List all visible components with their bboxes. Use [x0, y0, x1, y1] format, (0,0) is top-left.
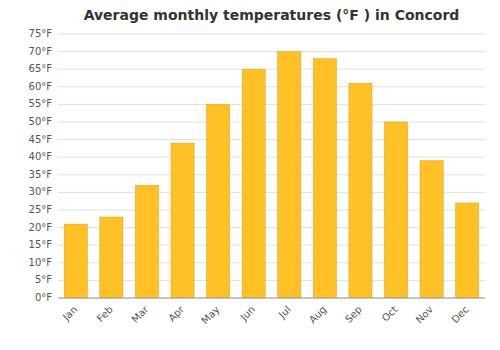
x-tick-label: Feb	[95, 304, 115, 324]
y-tick-label: 40°F	[29, 151, 53, 162]
y-tick-label: 45°F	[29, 134, 53, 145]
x-axis: Jan Feb Mar Apr May Jun Jul Aug Sep Oct Nov Dec	[60, 303, 471, 326]
grid-line	[58, 34, 485, 35]
bar	[171, 143, 194, 298]
grid-line	[58, 122, 485, 123]
bar	[313, 59, 336, 298]
x-tick-label: Jan	[60, 304, 79, 323]
y-tick-label: 75°F	[29, 28, 53, 39]
x-tick-label: Mar	[129, 303, 151, 325]
y-tick-label: 5°F	[35, 274, 52, 285]
bar	[242, 69, 265, 298]
title: Average monthly temperatures (°F ) in Co…	[84, 7, 460, 23]
y-tick-label: 50°F	[29, 116, 53, 127]
y-tick-label: 0°F	[35, 292, 52, 303]
y-axis: 0°F 5°F 10°F 15°F 20°F 25°F 30°F 35°F 40°F 45°F 50…	[29, 28, 485, 303]
grid-line	[58, 51, 485, 52]
grid-line	[58, 86, 485, 87]
grid-line	[58, 139, 485, 140]
grid-line	[58, 298, 485, 299]
bar	[278, 52, 301, 298]
bar	[349, 83, 372, 298]
grid-line	[58, 69, 485, 70]
y-tick-label: 20°F	[29, 222, 53, 233]
x-tick-label: Aug	[307, 304, 329, 326]
grid-line	[58, 104, 485, 105]
chart: Average monthly temperatures (°F ) in Co…	[0, 0, 500, 350]
x-tick-label: Nov	[414, 304, 436, 326]
bar	[64, 224, 87, 298]
y-tick-label: 30°F	[29, 186, 53, 197]
bar	[135, 185, 158, 298]
y-tick-label: 55°F	[29, 98, 53, 109]
x-tick-label: Dec	[449, 304, 470, 325]
y-tick-label: 10°F	[29, 257, 53, 268]
grid-line	[58, 157, 485, 158]
x-tick-label: May	[199, 304, 221, 326]
y-tick-label: 70°F	[29, 46, 53, 57]
y-tick-label: 35°F	[29, 169, 53, 180]
bar	[207, 104, 230, 298]
bars	[64, 52, 479, 298]
x-tick-label: Jun	[238, 304, 258, 324]
y-tick-label: 65°F	[29, 63, 53, 74]
x-tick-label: Apr	[166, 303, 187, 324]
page: {"chart_data": {"type": "bar", "title": …	[0, 0, 500, 350]
bar	[420, 161, 443, 298]
y-tick-label: 25°F	[29, 204, 53, 215]
x-tick-label: Oct	[380, 304, 400, 324]
x-axis-line	[58, 298, 485, 299]
bar	[100, 217, 123, 298]
y-tick-label: 15°F	[29, 239, 53, 250]
bar	[456, 203, 479, 298]
bar	[384, 122, 407, 298]
x-tick-label: Jul	[276, 304, 293, 321]
y-tick-label: 60°F	[29, 81, 53, 92]
x-tick-label: Sep	[343, 304, 364, 325]
